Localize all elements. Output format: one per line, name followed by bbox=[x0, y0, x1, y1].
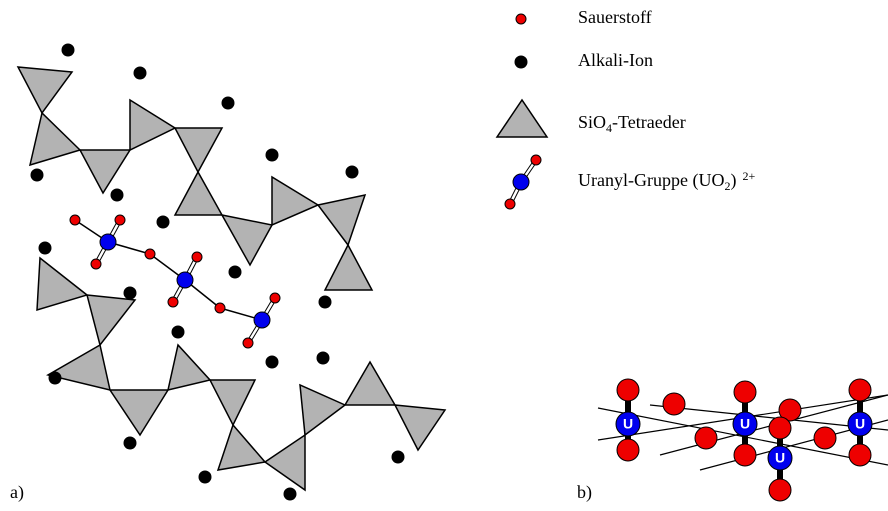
oxygen bbox=[167, 296, 179, 308]
panel-label: a) bbox=[10, 482, 24, 503]
oxygen bbox=[733, 443, 757, 467]
alkali-ion bbox=[283, 487, 297, 501]
oxygen bbox=[848, 378, 872, 402]
alkali-ion bbox=[156, 215, 170, 229]
oxygen bbox=[778, 398, 802, 422]
alkali-ion bbox=[123, 436, 137, 450]
legend: Sauerstoff Alkali-Ion SiO4-Tetraeder Uranyl… bbox=[495, 7, 755, 210]
tetrahedron bbox=[108, 389, 170, 437]
tetrahedron bbox=[343, 360, 397, 406]
oxygen bbox=[616, 378, 640, 402]
legend-tetrahedron bbox=[495, 98, 549, 138]
legend-label: SiO4-Tetraeder bbox=[578, 112, 686, 135]
tetrahedron bbox=[208, 379, 257, 427]
tetrahedron bbox=[78, 149, 132, 195]
panel-b: U U U U bbox=[597, 378, 888, 502]
tetrahedron bbox=[220, 213, 274, 267]
oxygen bbox=[813, 426, 837, 450]
alkali-ion bbox=[265, 148, 279, 162]
legend-alkali bbox=[514, 55, 528, 69]
tetrahedron bbox=[271, 175, 320, 227]
uranium bbox=[99, 233, 117, 251]
alkali-ion bbox=[221, 96, 235, 110]
legend-oxygen bbox=[504, 198, 516, 210]
panel-a bbox=[16, 43, 447, 501]
tetrahedron bbox=[263, 433, 306, 492]
legend-label: Uranyl-Gruppe (UO2) 2+ bbox=[578, 169, 755, 193]
oxygen bbox=[269, 292, 281, 304]
uranium bbox=[847, 411, 873, 437]
oxygen bbox=[768, 478, 792, 502]
tetrahedron bbox=[316, 193, 367, 247]
legend-label: Sauerstoff bbox=[578, 7, 652, 27]
uranium-label: U bbox=[740, 416, 750, 432]
alkali-ion bbox=[38, 241, 52, 255]
tetrahedron bbox=[173, 170, 224, 216]
oxygen bbox=[848, 443, 872, 467]
uranium-label: U bbox=[855, 416, 865, 432]
alkali-ion bbox=[171, 325, 185, 339]
panel-label: b) bbox=[577, 482, 592, 503]
tetrahedron bbox=[86, 294, 137, 347]
uranium bbox=[176, 271, 194, 289]
legend-oxygen bbox=[515, 13, 527, 25]
tetrahedron bbox=[323, 243, 374, 291]
tetrahedron bbox=[16, 66, 74, 115]
label-part: 2+ bbox=[742, 169, 755, 183]
oxygen bbox=[214, 302, 226, 314]
oxygen bbox=[69, 214, 81, 226]
oxygen bbox=[144, 248, 156, 260]
tetrahedron bbox=[167, 343, 212, 392]
alkali-ion bbox=[265, 355, 279, 369]
uranium bbox=[767, 445, 793, 471]
oxygen bbox=[768, 416, 792, 440]
label-part: -Tetraeder bbox=[612, 112, 686, 132]
tetrahedron bbox=[28, 111, 82, 167]
oxygen bbox=[191, 251, 203, 263]
label-part: 2 bbox=[724, 179, 730, 193]
uranium bbox=[615, 411, 641, 437]
oxygen bbox=[242, 337, 254, 349]
tetrahedron bbox=[46, 343, 111, 392]
uranium bbox=[253, 311, 271, 329]
oxygen bbox=[694, 426, 718, 450]
uranium-label: U bbox=[623, 416, 633, 432]
label-part: SiO bbox=[578, 112, 606, 132]
legend-label: Alkali-Ion bbox=[578, 50, 653, 70]
label-part: ) bbox=[730, 170, 736, 191]
alkali-ion bbox=[61, 43, 75, 57]
alkali-ion bbox=[110, 188, 124, 202]
alkali-ion bbox=[198, 470, 212, 484]
tetrahedron bbox=[216, 423, 267, 471]
alkali-ion bbox=[228, 265, 242, 279]
alkali-ion bbox=[123, 286, 137, 300]
alkali-ion bbox=[316, 351, 330, 365]
alkali-ion bbox=[318, 295, 332, 309]
uranium-label: U bbox=[775, 450, 785, 466]
uranium bbox=[732, 411, 758, 437]
oxygen bbox=[90, 258, 102, 270]
oxygen bbox=[616, 438, 640, 462]
oxygen bbox=[733, 380, 757, 404]
alkali-ion bbox=[30, 168, 44, 182]
tetrahedron bbox=[36, 256, 89, 312]
legend-uranium bbox=[512, 173, 530, 191]
oxygen bbox=[662, 392, 686, 416]
tetrahedron bbox=[129, 98, 177, 152]
alkali-ion bbox=[345, 165, 359, 179]
legend-oxygen bbox=[530, 154, 542, 166]
tetrahedron bbox=[393, 404, 447, 452]
tetrahedron bbox=[299, 383, 347, 437]
oxygen bbox=[114, 214, 126, 226]
tetrahedron bbox=[173, 127, 224, 174]
label-part: Uranyl-Gruppe (UO bbox=[578, 170, 724, 191]
alkali-ion bbox=[48, 371, 62, 385]
alkali-ion bbox=[133, 66, 147, 80]
label-part: 4 bbox=[606, 121, 612, 135]
alkali-ion bbox=[391, 450, 405, 464]
